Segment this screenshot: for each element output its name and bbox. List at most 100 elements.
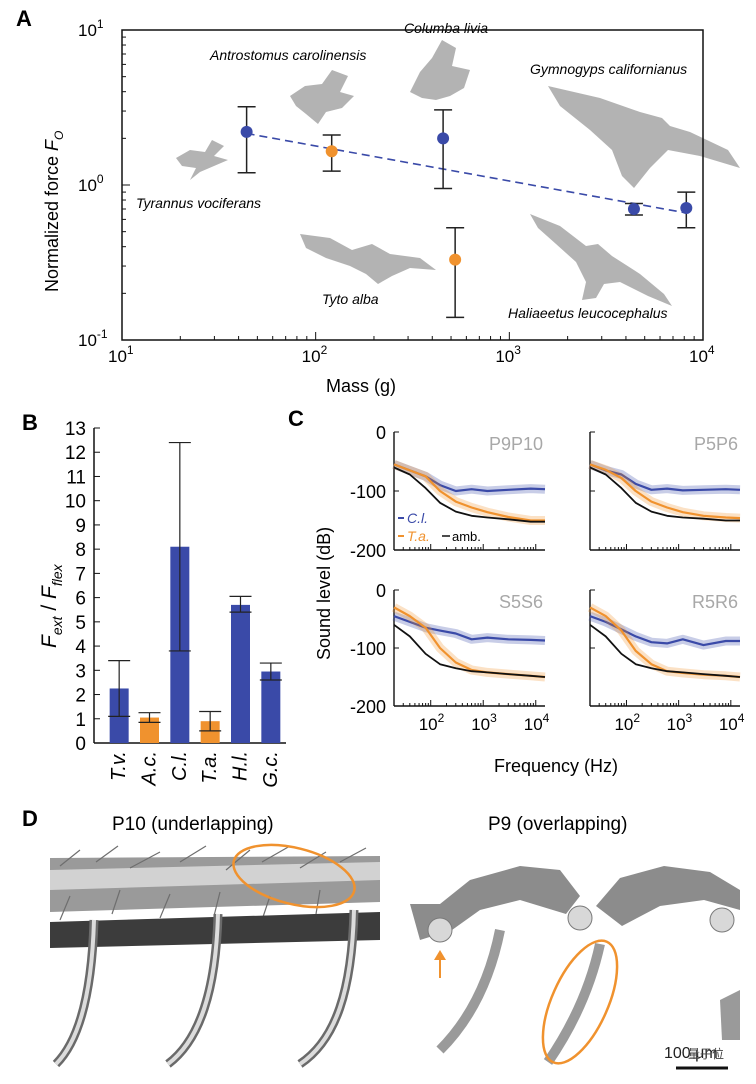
panel-b-ylabel-sep: / (38, 599, 61, 617)
panel-c-ytick-label: -100 (350, 482, 386, 502)
legend-label-ta: T.a. (407, 528, 430, 544)
panel-b-bar (231, 604, 250, 743)
legend-label-cl: C.l. (407, 510, 428, 526)
panel-c-series-line (589, 463, 741, 492)
panel-a-xtick-exp: 1 (127, 343, 134, 357)
panel-b-category-label: T.v. (108, 751, 130, 781)
p10-ct-image (48, 843, 380, 1068)
panel-b-ytick-label: 3 (75, 661, 86, 682)
panel-a-point (449, 253, 462, 266)
panel-b-ytick-label: 11 (66, 467, 86, 488)
haliaeetus-silhouette (530, 214, 672, 306)
panel-c-xlabel: Frequency (Hz) (494, 756, 618, 776)
panel-a-fit-line (246, 132, 687, 214)
gymnogyps-silhouette (548, 86, 740, 188)
panel-a-point (627, 203, 640, 216)
panel-d-label: D (22, 806, 38, 831)
panel-c-series-line (589, 466, 740, 522)
columba-silhouette (410, 40, 470, 100)
panel-c-ytick-label: 0 (376, 581, 386, 601)
panel-a-xtick-base: 10 (302, 347, 321, 366)
panel-a-ytick-exp: -1 (97, 327, 108, 341)
scale-bar-label: 100 μm (664, 1045, 718, 1062)
watermark-text: 量子位 (688, 1046, 724, 1061)
legend-label-amb: amb. (452, 529, 481, 544)
species-label-haliaeetus: Haliaeetus leucocephalus (508, 305, 668, 321)
panel-a-point (680, 202, 693, 215)
panel-b-bar (261, 671, 281, 743)
panel-c-marks: 0 -100 -200 P9P10 C.l. T.a. amb. P5P6 0 -100 -200 1… (350, 423, 745, 734)
panel-b-ytick-label: 6 (75, 589, 86, 610)
panel-a-xtick-base: 10 (689, 347, 708, 366)
panel-c-xtick-base: 10 (471, 715, 490, 734)
panel-c-series-line (393, 624, 546, 678)
panel-c-xtick-label: 103 (471, 711, 497, 734)
panel-b-category-label: C.l. (169, 751, 191, 781)
panel-a-point (240, 125, 253, 138)
species-label-antrostomus: Antrostomus carolinensis (209, 47, 366, 63)
species-label-tyto: Tyto alba (322, 291, 379, 307)
panel-d: D P10 (underlapping) P9 (overlapping) (22, 806, 744, 1070)
panel-c-subplot-title: R5R6 (692, 592, 738, 612)
panel-c-xtick-exp: 3 (490, 711, 497, 725)
tyto-silhouette (300, 234, 436, 284)
panel-c-ytick-label: 0 (376, 423, 386, 443)
panel-b-ylabel: Fext / Fflex (38, 563, 65, 648)
panel-c-xtick-base: 10 (667, 715, 686, 734)
panel-b-ytick-label: 2 (75, 686, 86, 707)
panel-c-xtick-exp: 2 (633, 711, 640, 725)
panel-a-ytick-exp: 1 (97, 17, 104, 31)
panel-c-xtick-base: 10 (614, 715, 633, 734)
panel-a-ytick-base: 10 (78, 176, 97, 195)
panel-b-ytick-label: 9 (75, 516, 86, 537)
panel-b-category-label: H.l. (230, 751, 252, 781)
panel-c-xtick-exp: 3 (686, 711, 693, 725)
panel-c-subplot-title: P5P6 (694, 434, 738, 454)
panel-b-ytick-label: 7 (75, 564, 86, 585)
panel-a: A Antrostomus carolinensis Columba livia… (16, 6, 740, 396)
panel-a-xtick-exp: 3 (514, 343, 521, 357)
panel-c-xtick-base: 10 (719, 715, 738, 734)
panel-b-ylabel-flex: flex (49, 563, 65, 586)
panel-a-ylabel-text: Normalized force (42, 156, 62, 292)
panel-b-ylabel-f1: F (38, 634, 61, 648)
panel-b-ytick-label: 10 (65, 492, 86, 513)
species-label-tyrannus: Tyrannus vociferans (136, 195, 261, 211)
panel-c-series-line (393, 463, 545, 522)
panel-b-ytick-label: 8 (75, 540, 86, 561)
panel-b-ylabel-f2: F (38, 585, 61, 599)
panel-b-category-label: T.a. (199, 751, 221, 784)
panel-b-bar (140, 717, 159, 743)
panel-b-ytick-label: 13 (65, 419, 86, 440)
panel-a-ytick-base: 10 (78, 21, 97, 40)
panel-a-xtick-exp: 2 (321, 343, 328, 357)
antrostomus-silhouette (290, 70, 354, 124)
panel-b-ytick-label: 1 (75, 710, 86, 731)
panel-c-subplot-title: S5S6 (499, 592, 543, 612)
panel-c-xtick-label: 104 (524, 711, 550, 734)
panel-a-ytick-base: 10 (78, 331, 97, 350)
panel-b-label: B (22, 410, 38, 435)
panel-a-ytick-label: 10-1 (78, 327, 108, 350)
panel-b-ytick-label: 4 (75, 637, 86, 658)
panel-a-ylabel: Normalized force FO (42, 131, 66, 292)
panel-c: C Sound level (dB) Frequency (Hz) 0 -100 -… (288, 406, 745, 776)
panel-c-ytick-label: -200 (350, 697, 386, 717)
panel-c-legend: C.l. T.a. amb. (398, 510, 481, 544)
panel-a-label: A (16, 6, 32, 31)
panel-a-xlabel: Mass (g) (326, 376, 396, 396)
orange-arrow-icon (434, 950, 446, 978)
panel-b-ylabel-ext: ext (49, 615, 65, 635)
panel-c-ytick-label: -200 (350, 541, 386, 561)
tyrannus-silhouette (176, 140, 228, 180)
panel-c-series-line (589, 463, 741, 520)
panel-a-xtick-label: 103 (495, 343, 521, 366)
panel-c-xtick-exp: 4 (543, 711, 550, 725)
panel-c-xtick-label: 102 (419, 711, 445, 734)
panel-c-xtick-base: 10 (524, 715, 543, 734)
panel-a-xtick-exp: 4 (708, 343, 715, 357)
panel-b-category-label: G.c. (260, 751, 282, 788)
